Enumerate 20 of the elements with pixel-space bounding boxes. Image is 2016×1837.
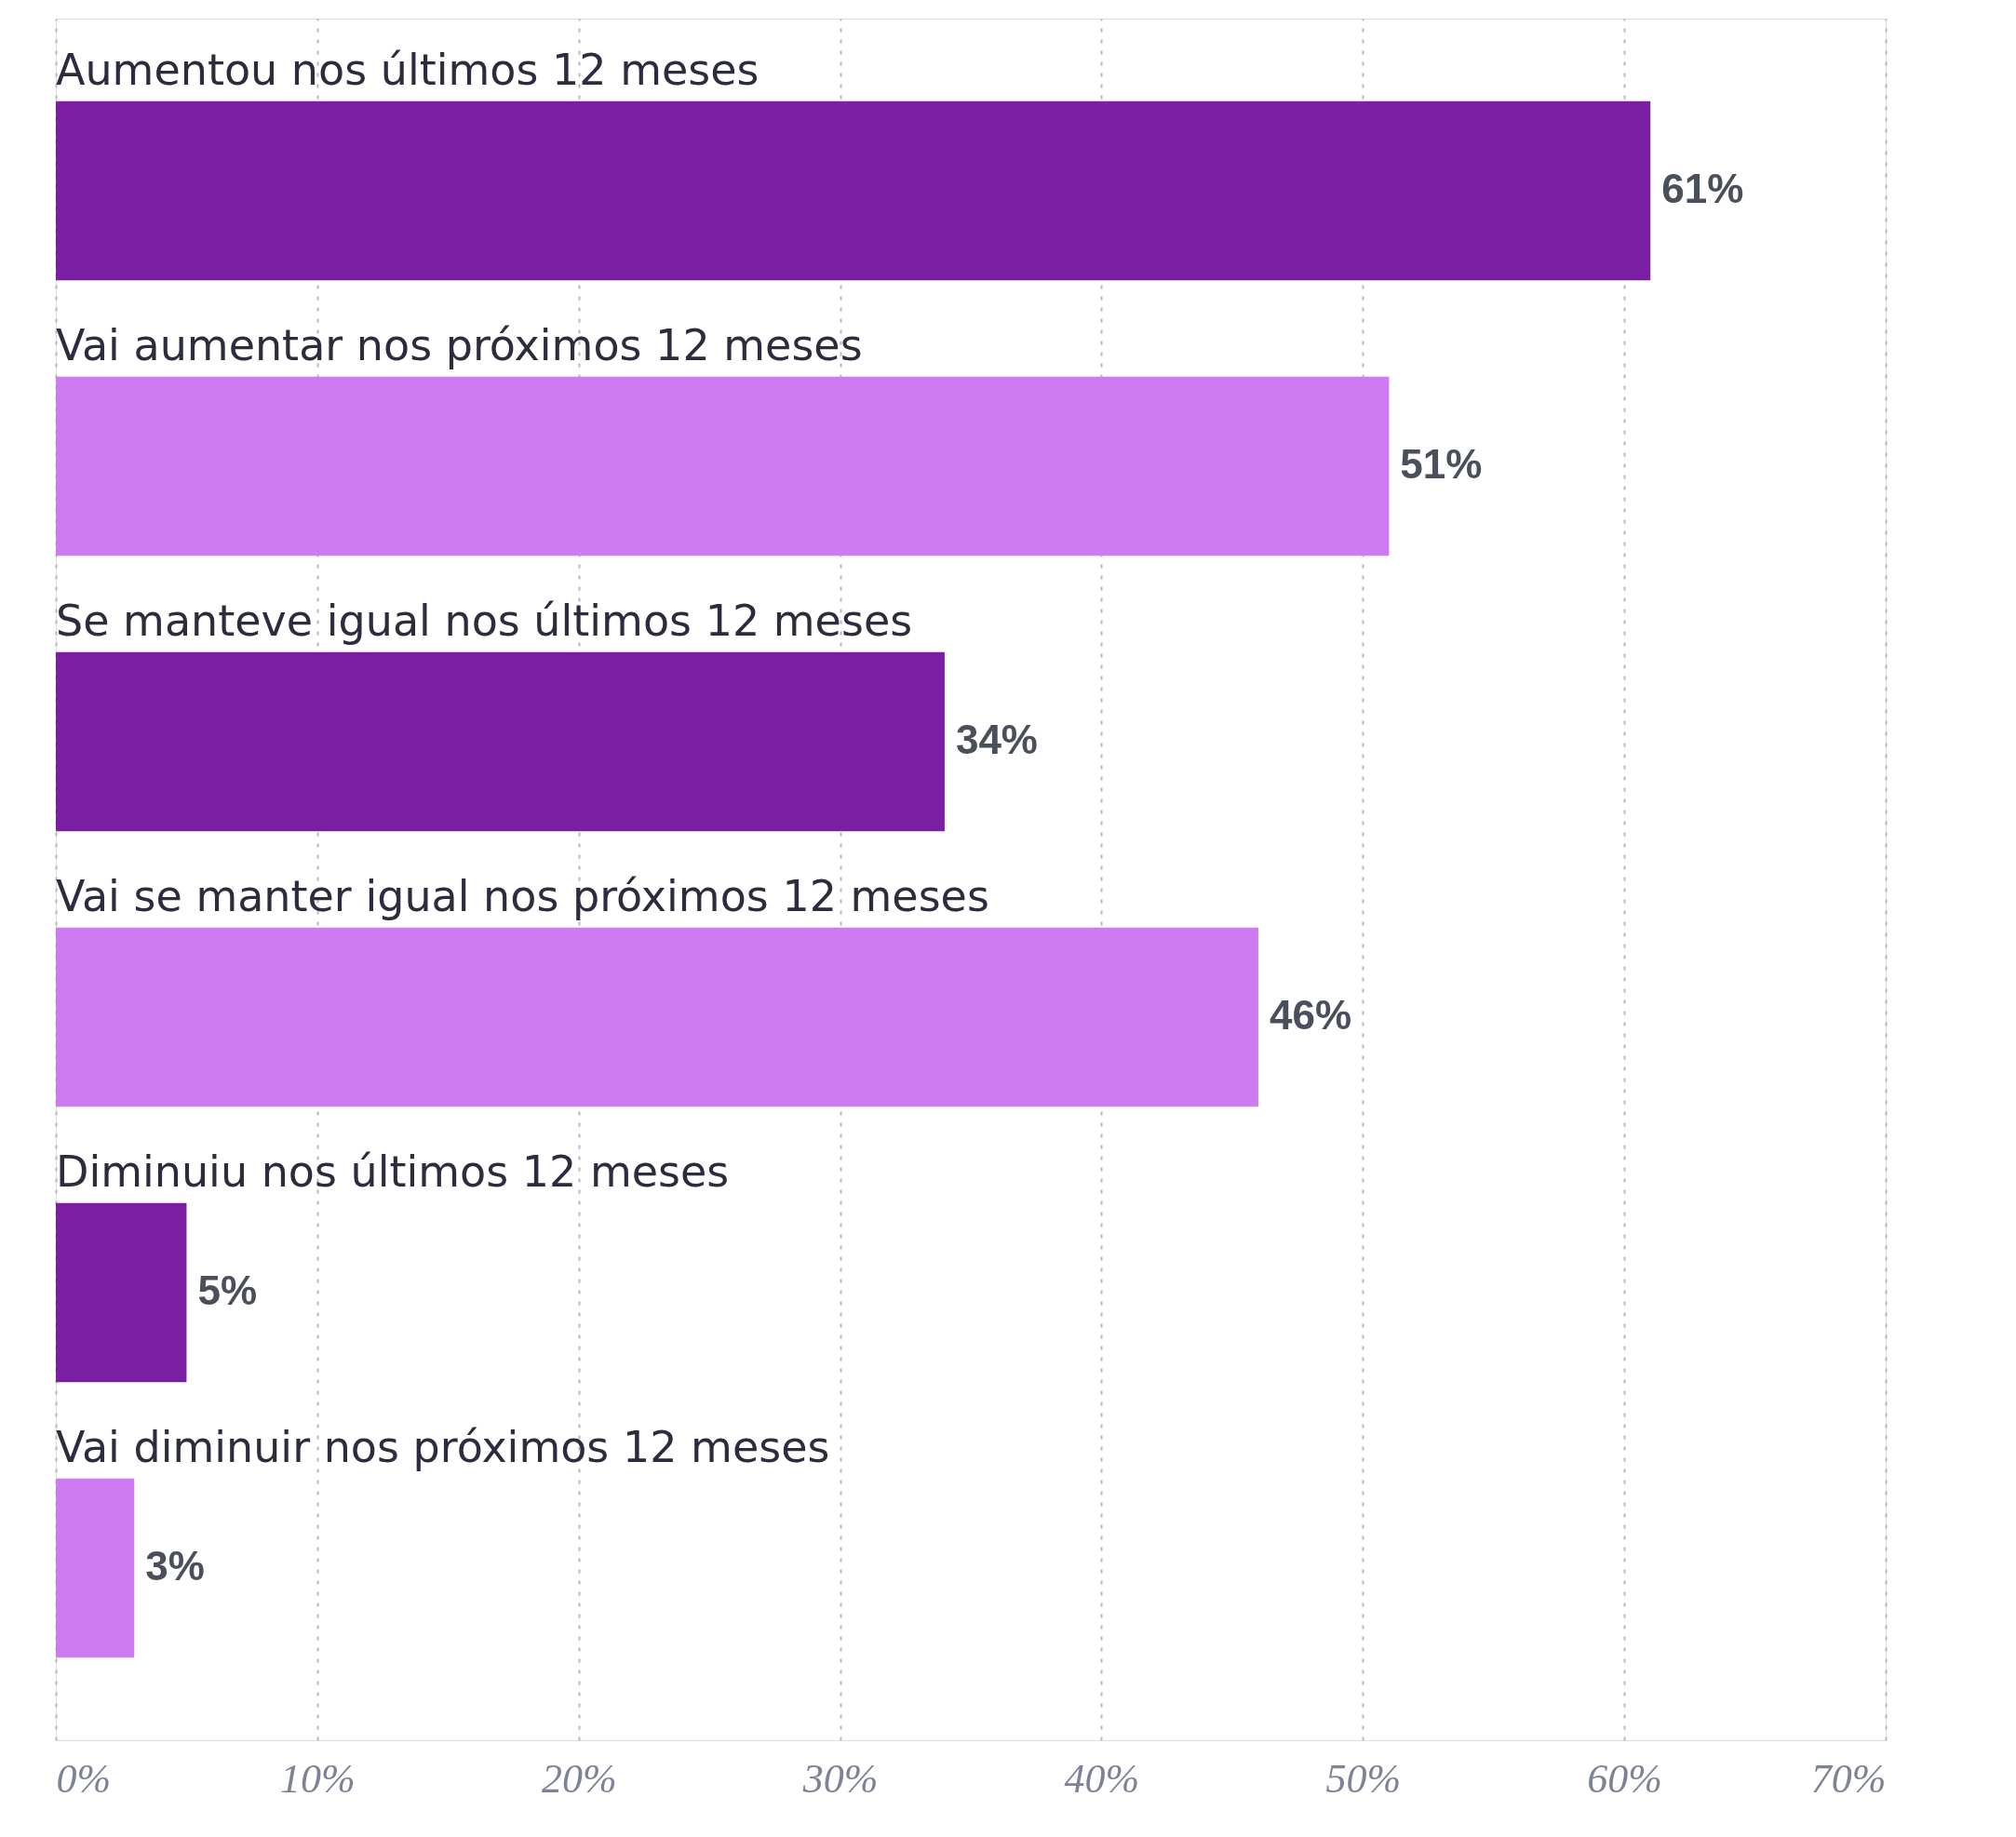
x-tick-label: 0% xyxy=(56,1755,112,1802)
data-label: 46% xyxy=(1269,992,1352,1038)
x-tick-label: 40% xyxy=(1064,1755,1140,1802)
data-label: 51% xyxy=(1400,441,1483,487)
data-label: 61% xyxy=(1661,166,1744,211)
data-label: 3% xyxy=(145,1543,205,1589)
x-tick-label: 60% xyxy=(1587,1755,1662,1802)
y-tick-label: Vai se manter igual nos próximos 12 meses xyxy=(56,870,989,921)
x-tick-label: 70% xyxy=(1810,1755,1887,1802)
y-tick-label: Diminuiu nos últimos 12 meses xyxy=(56,1146,730,1197)
y-tick-label: Vai aumentar nos próximos 12 meses xyxy=(56,319,863,370)
x-tick-label: 20% xyxy=(541,1755,617,1802)
x-tick-label: 10% xyxy=(280,1755,356,1802)
x-tick-label: 50% xyxy=(1325,1755,1402,1802)
y-tick-label: Aumentou nos últimos 12 meses xyxy=(56,44,759,95)
y-tick-label: Se manteve igual nos últimos 12 meses xyxy=(56,595,913,646)
data-label: 34% xyxy=(955,717,1038,762)
y-tick-label: Vai diminuir nos próximos 12 meses xyxy=(56,1421,830,1472)
x-tick-label: 30% xyxy=(801,1755,879,1802)
data-label: 5% xyxy=(197,1267,258,1313)
